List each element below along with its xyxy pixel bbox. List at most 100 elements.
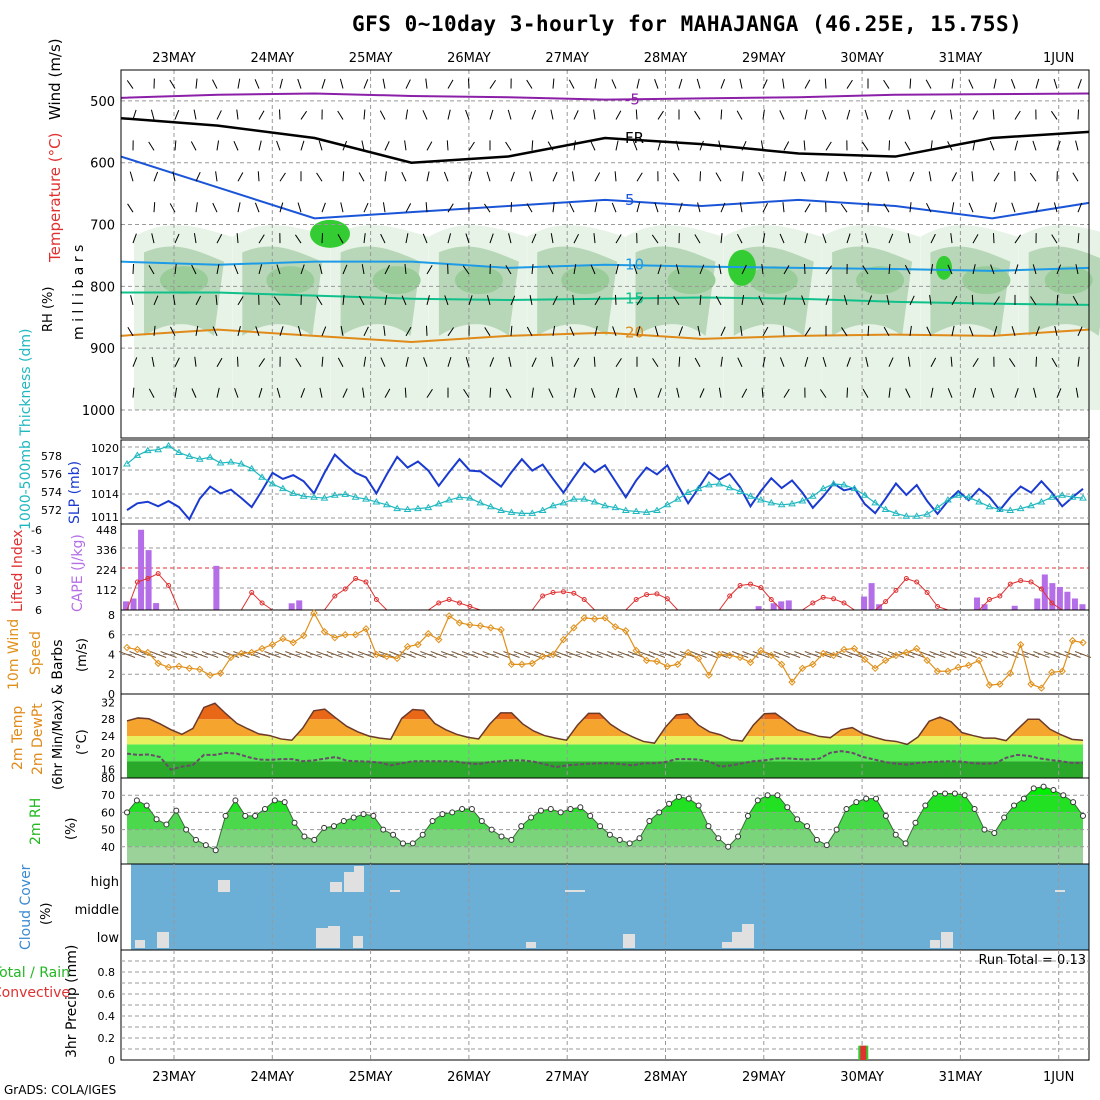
wind-barb bbox=[783, 171, 787, 182]
wind-barb bbox=[657, 388, 662, 398]
surface-wind-barb bbox=[357, 651, 375, 658]
cape-bar bbox=[778, 601, 785, 610]
wind-barb bbox=[526, 326, 533, 337]
wind-barb bbox=[1056, 140, 1061, 151]
surface-wind-barb bbox=[253, 651, 271, 658]
wind-barb bbox=[657, 110, 664, 120]
wind-tick: 2 bbox=[108, 668, 115, 681]
precip-tick: 0 bbox=[108, 1054, 115, 1067]
wind-barb bbox=[526, 79, 533, 89]
wind-speed-marker bbox=[840, 645, 848, 654]
wind-tick: 8 bbox=[108, 609, 115, 622]
lifted-index-marker bbox=[758, 585, 764, 591]
lifted-index-marker bbox=[166, 583, 172, 588]
wind-barb bbox=[824, 78, 827, 89]
wind-barb bbox=[930, 387, 934, 398]
wind-barb bbox=[846, 387, 849, 398]
rh-marker bbox=[1001, 814, 1008, 821]
wind-barb bbox=[636, 78, 640, 89]
temp-band bbox=[127, 719, 1083, 736]
rh-marker bbox=[518, 823, 525, 830]
date-label-bottom: 30MAY bbox=[840, 1070, 884, 1085]
thickness-marker bbox=[663, 500, 672, 508]
thickness-marker bbox=[1068, 493, 1077, 500]
wind-barb bbox=[739, 78, 743, 89]
wind-barb bbox=[718, 264, 722, 275]
cloud-cell bbox=[565, 890, 585, 892]
surface-wind-barb bbox=[409, 651, 427, 658]
wind-speed-marker bbox=[611, 623, 620, 631]
wind-barb bbox=[401, 295, 407, 306]
wind-speed-marker bbox=[892, 651, 900, 660]
wind-barb bbox=[426, 265, 433, 275]
rh-marker bbox=[951, 790, 958, 797]
surface-wind-barb bbox=[129, 651, 146, 658]
wind-speed-marker bbox=[1016, 640, 1025, 649]
cape-tick: 112 bbox=[96, 584, 117, 597]
wind-barb bbox=[909, 325, 912, 336]
wind-barb bbox=[489, 79, 497, 89]
isotherm-label: 15 bbox=[625, 290, 644, 308]
wind-barb bbox=[215, 171, 218, 182]
wind-barb bbox=[258, 110, 265, 120]
cape-bar bbox=[974, 597, 981, 610]
wind-barb bbox=[862, 265, 869, 275]
wind-barb bbox=[405, 233, 409, 244]
thickness-marker bbox=[746, 492, 755, 499]
wind-barb bbox=[1030, 296, 1037, 306]
wind-speed-marker bbox=[445, 612, 453, 620]
pressure-tick: 700 bbox=[90, 219, 115, 234]
rh-marker bbox=[922, 802, 929, 809]
wind-speed-marker bbox=[985, 681, 994, 689]
thickness-marker bbox=[808, 492, 817, 499]
surface-wind-barb bbox=[1033, 651, 1050, 658]
cloud-cell bbox=[526, 942, 536, 948]
wind-speed-marker bbox=[559, 635, 568, 644]
wind-barb bbox=[552, 295, 558, 306]
wind-barb bbox=[380, 357, 386, 367]
cape-bar bbox=[1071, 598, 1078, 610]
cape-bar bbox=[868, 583, 875, 610]
wind-barb bbox=[384, 294, 388, 305]
surface-wind-barb bbox=[1012, 651, 1029, 658]
wind-barb bbox=[783, 265, 790, 275]
wind-barb bbox=[633, 264, 638, 275]
surface-wind-barb bbox=[388, 651, 406, 658]
cloud-cell bbox=[135, 940, 145, 948]
wind-barb bbox=[761, 387, 764, 398]
surface-wind-barb bbox=[1074, 651, 1092, 658]
wind-barb bbox=[718, 387, 722, 398]
wind-barb bbox=[550, 109, 554, 120]
wind-barb bbox=[510, 171, 515, 182]
wind-barb bbox=[737, 233, 743, 244]
wind-barb bbox=[864, 233, 869, 244]
wind-barb bbox=[153, 171, 159, 182]
below-surface bbox=[121, 410, 1089, 438]
wind-barb bbox=[237, 202, 241, 213]
thickness-marker bbox=[923, 510, 932, 517]
surface-wind-barb bbox=[783, 651, 801, 658]
surface-wind-barb bbox=[534, 651, 551, 658]
lifted-index-marker bbox=[1049, 600, 1055, 606]
wind-barb bbox=[297, 202, 302, 213]
wind-barb bbox=[590, 388, 596, 398]
thickness-marker bbox=[881, 505, 890, 513]
wind-barb bbox=[697, 325, 701, 336]
surface-wind-barb bbox=[160, 651, 177, 658]
rh-marker bbox=[892, 831, 899, 838]
wind-barb bbox=[615, 264, 619, 275]
rh-marker bbox=[606, 831, 613, 838]
lifted-index-marker bbox=[737, 583, 743, 588]
wind-barb bbox=[736, 110, 743, 120]
wind-barb bbox=[127, 326, 134, 337]
wind-barb bbox=[1035, 356, 1038, 367]
date-label-bottom: 27MAY bbox=[545, 1070, 589, 1085]
date-label-bottom: 29MAY bbox=[742, 1070, 786, 1085]
surface-wind-barb bbox=[690, 651, 707, 658]
surface-wind-barb bbox=[659, 651, 676, 658]
slp-tick: 1014 bbox=[91, 488, 119, 501]
rh-marker bbox=[311, 836, 318, 843]
wind-barb bbox=[593, 109, 596, 120]
wind-barb bbox=[989, 140, 995, 151]
wind-barb bbox=[1011, 202, 1016, 213]
